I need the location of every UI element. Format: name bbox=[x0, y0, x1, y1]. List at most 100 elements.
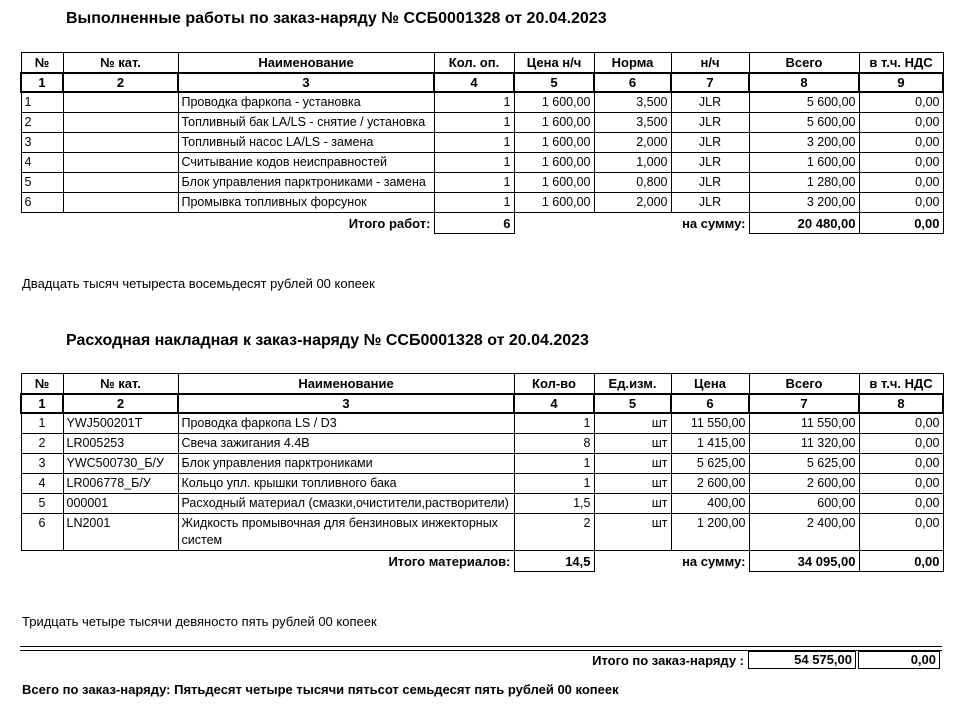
table-cell: 5 bbox=[20, 493, 64, 514]
table-cell: 6 bbox=[20, 192, 64, 213]
table-cell: JLR bbox=[670, 132, 750, 153]
table-cell: 0,00 bbox=[858, 433, 944, 454]
column-number: 9 bbox=[858, 72, 944, 93]
table-cell: 1,5 bbox=[513, 493, 595, 514]
table-cell: JLR bbox=[670, 172, 750, 193]
total-row: Итого материалов: 14,5 на сумму: 34 095,00 0… bbox=[21, 550, 944, 572]
table-cell: JLR bbox=[670, 192, 750, 213]
table-row: 4 LR006778_Б/У Кольцо упл. крышки топливно… bbox=[20, 473, 944, 494]
table-cell bbox=[62, 172, 179, 193]
table-row: 2 LR005253 Свеча зажигания 4.4B 8 шт 1 415,00… bbox=[20, 433, 944, 454]
works-title: Выполненные работы по заказ-наряду № ССБ… bbox=[66, 10, 607, 27]
table-cell: 0,800 bbox=[593, 172, 672, 193]
table-cell: JLR bbox=[670, 91, 750, 113]
column-header: № bbox=[20, 373, 64, 395]
table-cell: шт bbox=[593, 453, 672, 474]
table-cell: LN2001 bbox=[62, 513, 179, 551]
table-cell: 5 625,00 bbox=[670, 453, 750, 474]
column-header: Наименование bbox=[177, 52, 435, 74]
table-cell: Блок управления парктрониками bbox=[177, 453, 515, 474]
grand-total-vat: 0,00 bbox=[858, 651, 940, 669]
table-cell: 2 bbox=[20, 433, 64, 454]
total-sum: 34 095,00 bbox=[748, 550, 860, 572]
total-qty: 6 bbox=[433, 212, 515, 234]
table-cell: шт bbox=[593, 493, 672, 514]
column-header: Наименование bbox=[177, 373, 515, 395]
table-cell: шт bbox=[593, 412, 672, 434]
table-cell: 1 bbox=[20, 412, 64, 434]
table-cell: 5 600,00 bbox=[748, 112, 860, 133]
table-cell: 5 bbox=[20, 172, 64, 193]
table-cell: 600,00 bbox=[748, 493, 860, 514]
total-vat: 0,00 bbox=[858, 212, 944, 234]
table-cell: 1,000 bbox=[593, 152, 672, 173]
total-label: Итого работ: bbox=[348, 216, 431, 231]
table-cell: LR005253 bbox=[62, 433, 179, 454]
table-cell: Топливный бак LA/LS - снятие / установка bbox=[177, 112, 435, 133]
table-cell bbox=[62, 152, 179, 173]
table-cell: 4 bbox=[20, 152, 64, 173]
column-header: Цена н/ч bbox=[513, 52, 595, 74]
table-cell bbox=[62, 91, 179, 113]
table-cell: шт bbox=[593, 513, 672, 551]
total-sum: 20 480,00 bbox=[748, 212, 860, 234]
works-table: № № кат. Наименование Кол. оп. Цена н/ч Норма… bbox=[20, 52, 944, 234]
column-header: Цена bbox=[670, 373, 750, 395]
column-number: 8 bbox=[748, 72, 860, 93]
table-cell: 0,00 bbox=[858, 453, 944, 474]
table-cell: 5 625,00 bbox=[748, 453, 860, 474]
table-cell: 1 bbox=[513, 453, 595, 474]
table-cell: 1 bbox=[513, 473, 595, 494]
column-number: 6 bbox=[670, 393, 750, 414]
materials-table: № № кат. Наименование Кол-во Ед.изм. Цена Всег… bbox=[20, 373, 944, 572]
total-row: Итого работ: 6 на сумму: 20 480,00 0,00 bbox=[21, 212, 944, 234]
table-cell: 1 bbox=[433, 172, 515, 193]
column-number: 1 bbox=[20, 72, 64, 93]
table-cell: 1 bbox=[433, 132, 515, 153]
table-cell: 3 200,00 bbox=[748, 192, 860, 213]
materials-title: Расходная накладная к заказ-наряду № ССБ… bbox=[66, 332, 589, 349]
table-row: 1 Проводка фаркопа - установка 1 1 600,00 3,… bbox=[20, 91, 944, 113]
column-number: 4 bbox=[513, 393, 595, 414]
table-cell: 0,00 bbox=[858, 473, 944, 494]
table-cell: 11 550,00 bbox=[670, 412, 750, 434]
sum-label: на сумму: bbox=[682, 216, 746, 231]
table-cell: шт bbox=[593, 473, 672, 494]
table-cell: 0,00 bbox=[858, 172, 944, 193]
table-cell: 8 bbox=[513, 433, 595, 454]
table-cell: 2 bbox=[20, 112, 64, 133]
column-number: 4 bbox=[433, 72, 515, 93]
table-cell: 2 400,00 bbox=[748, 513, 860, 551]
table-row: 5 Блок управления парктрониками - замена 1… bbox=[20, 172, 944, 193]
table-cell: 1 bbox=[433, 192, 515, 213]
table-cell: Топливный насос LA/LS - замена bbox=[177, 132, 435, 153]
table-cell: 1 bbox=[433, 91, 515, 113]
column-number: 7 bbox=[748, 393, 860, 414]
table-cell: 1 600,00 bbox=[513, 192, 595, 213]
table-cell: 0,00 bbox=[858, 192, 944, 213]
table-cell: Считывание кодов неисправностей bbox=[177, 152, 435, 173]
table-cell bbox=[62, 132, 179, 153]
column-header: Всего bbox=[748, 373, 860, 395]
table-cell: Кольцо упл. крышки топливного бака bbox=[177, 473, 515, 494]
column-header: № кат. bbox=[62, 373, 179, 395]
table-cell: Промывка топливных форсунок bbox=[177, 192, 435, 213]
table-cell: 1 bbox=[20, 91, 64, 113]
column-number: 2 bbox=[62, 72, 179, 93]
column-number: 5 bbox=[513, 72, 595, 93]
table-row: 3 Топливный насос LA/LS - замена 1 1 600,00… bbox=[20, 132, 944, 153]
table-cell: 0,00 bbox=[858, 513, 944, 551]
table-cell bbox=[62, 112, 179, 133]
column-header: Всего bbox=[748, 52, 860, 74]
column-header: № bbox=[20, 52, 64, 74]
table-cell: JLR bbox=[670, 112, 750, 133]
table-row: 1 YWJ500201T Проводка фаркопа LS / D3 1 шт 11… bbox=[20, 412, 944, 434]
table-cell: 3 bbox=[20, 453, 64, 474]
table-cell: Проводка фаркопа - установка bbox=[177, 91, 435, 113]
table-cell: 1 280,00 bbox=[748, 172, 860, 193]
table-cell: 0,00 bbox=[858, 91, 944, 113]
table-cell: Блок управления парктрониками - замена bbox=[177, 172, 435, 193]
column-header: Кол. оп. bbox=[433, 52, 515, 74]
